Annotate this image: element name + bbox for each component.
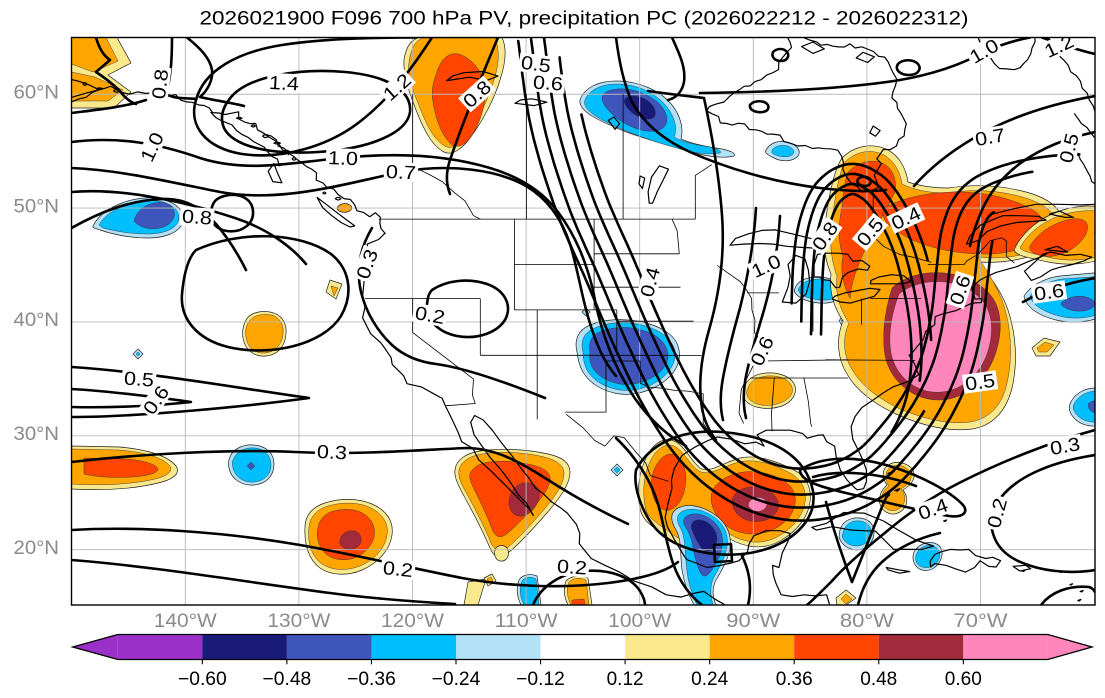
svg-text:2026021900 F096 700 hPa PV, pr: 2026021900 F096 700 hPa PV, precipitatio… (200, 9, 969, 30)
svg-text:140°W: 140°W (154, 611, 217, 632)
svg-text:40°N: 40°N (14, 310, 60, 331)
svg-text:1.4: 1.4 (268, 73, 300, 96)
svg-text:0.2: 0.2 (556, 557, 587, 580)
svg-text:80°W: 80°W (840, 611, 894, 632)
svg-text:120°W: 120°W (381, 611, 444, 632)
svg-text:130°W: 130°W (267, 611, 330, 632)
svg-text:0.60: 0.60 (945, 669, 982, 690)
svg-text:110°W: 110°W (495, 611, 558, 632)
svg-text:0.6: 0.6 (1033, 281, 1066, 306)
svg-text:−0.36: −0.36 (347, 669, 396, 690)
svg-text:0.8: 0.8 (149, 68, 173, 100)
svg-text:0.12: 0.12 (607, 669, 644, 690)
svg-text:70°W: 70°W (954, 611, 1008, 632)
svg-text:50°N: 50°N (14, 196, 60, 217)
svg-text:0.7: 0.7 (974, 125, 1007, 151)
svg-text:0.2: 0.2 (413, 303, 446, 329)
svg-text:−0.60: −0.60 (178, 669, 227, 690)
svg-text:30°N: 30°N (14, 424, 60, 445)
svg-text:60°N: 60°N (14, 83, 60, 104)
svg-text:0.36: 0.36 (776, 669, 813, 690)
svg-text:20°N: 20°N (14, 538, 60, 559)
svg-text:90°W: 90°W (726, 611, 780, 632)
svg-text:0.3: 0.3 (316, 442, 347, 465)
svg-text:0.2: 0.2 (382, 558, 414, 582)
svg-text:0.6: 0.6 (532, 73, 563, 96)
svg-text:0.24: 0.24 (691, 669, 728, 690)
svg-text:0.5: 0.5 (123, 369, 154, 392)
svg-text:0.5: 0.5 (964, 371, 997, 396)
svg-text:0.48: 0.48 (860, 669, 897, 690)
svg-text:0.3: 0.3 (1049, 434, 1082, 460)
svg-text:100°W: 100°W (608, 611, 671, 632)
svg-text:1.0: 1.0 (328, 148, 359, 170)
svg-text:−0.12: −0.12 (516, 669, 565, 690)
svg-text:0.8: 0.8 (181, 207, 212, 230)
svg-text:−0.24: −0.24 (432, 669, 481, 690)
svg-text:−0.48: −0.48 (263, 669, 312, 690)
svg-text:0.7: 0.7 (385, 162, 416, 185)
